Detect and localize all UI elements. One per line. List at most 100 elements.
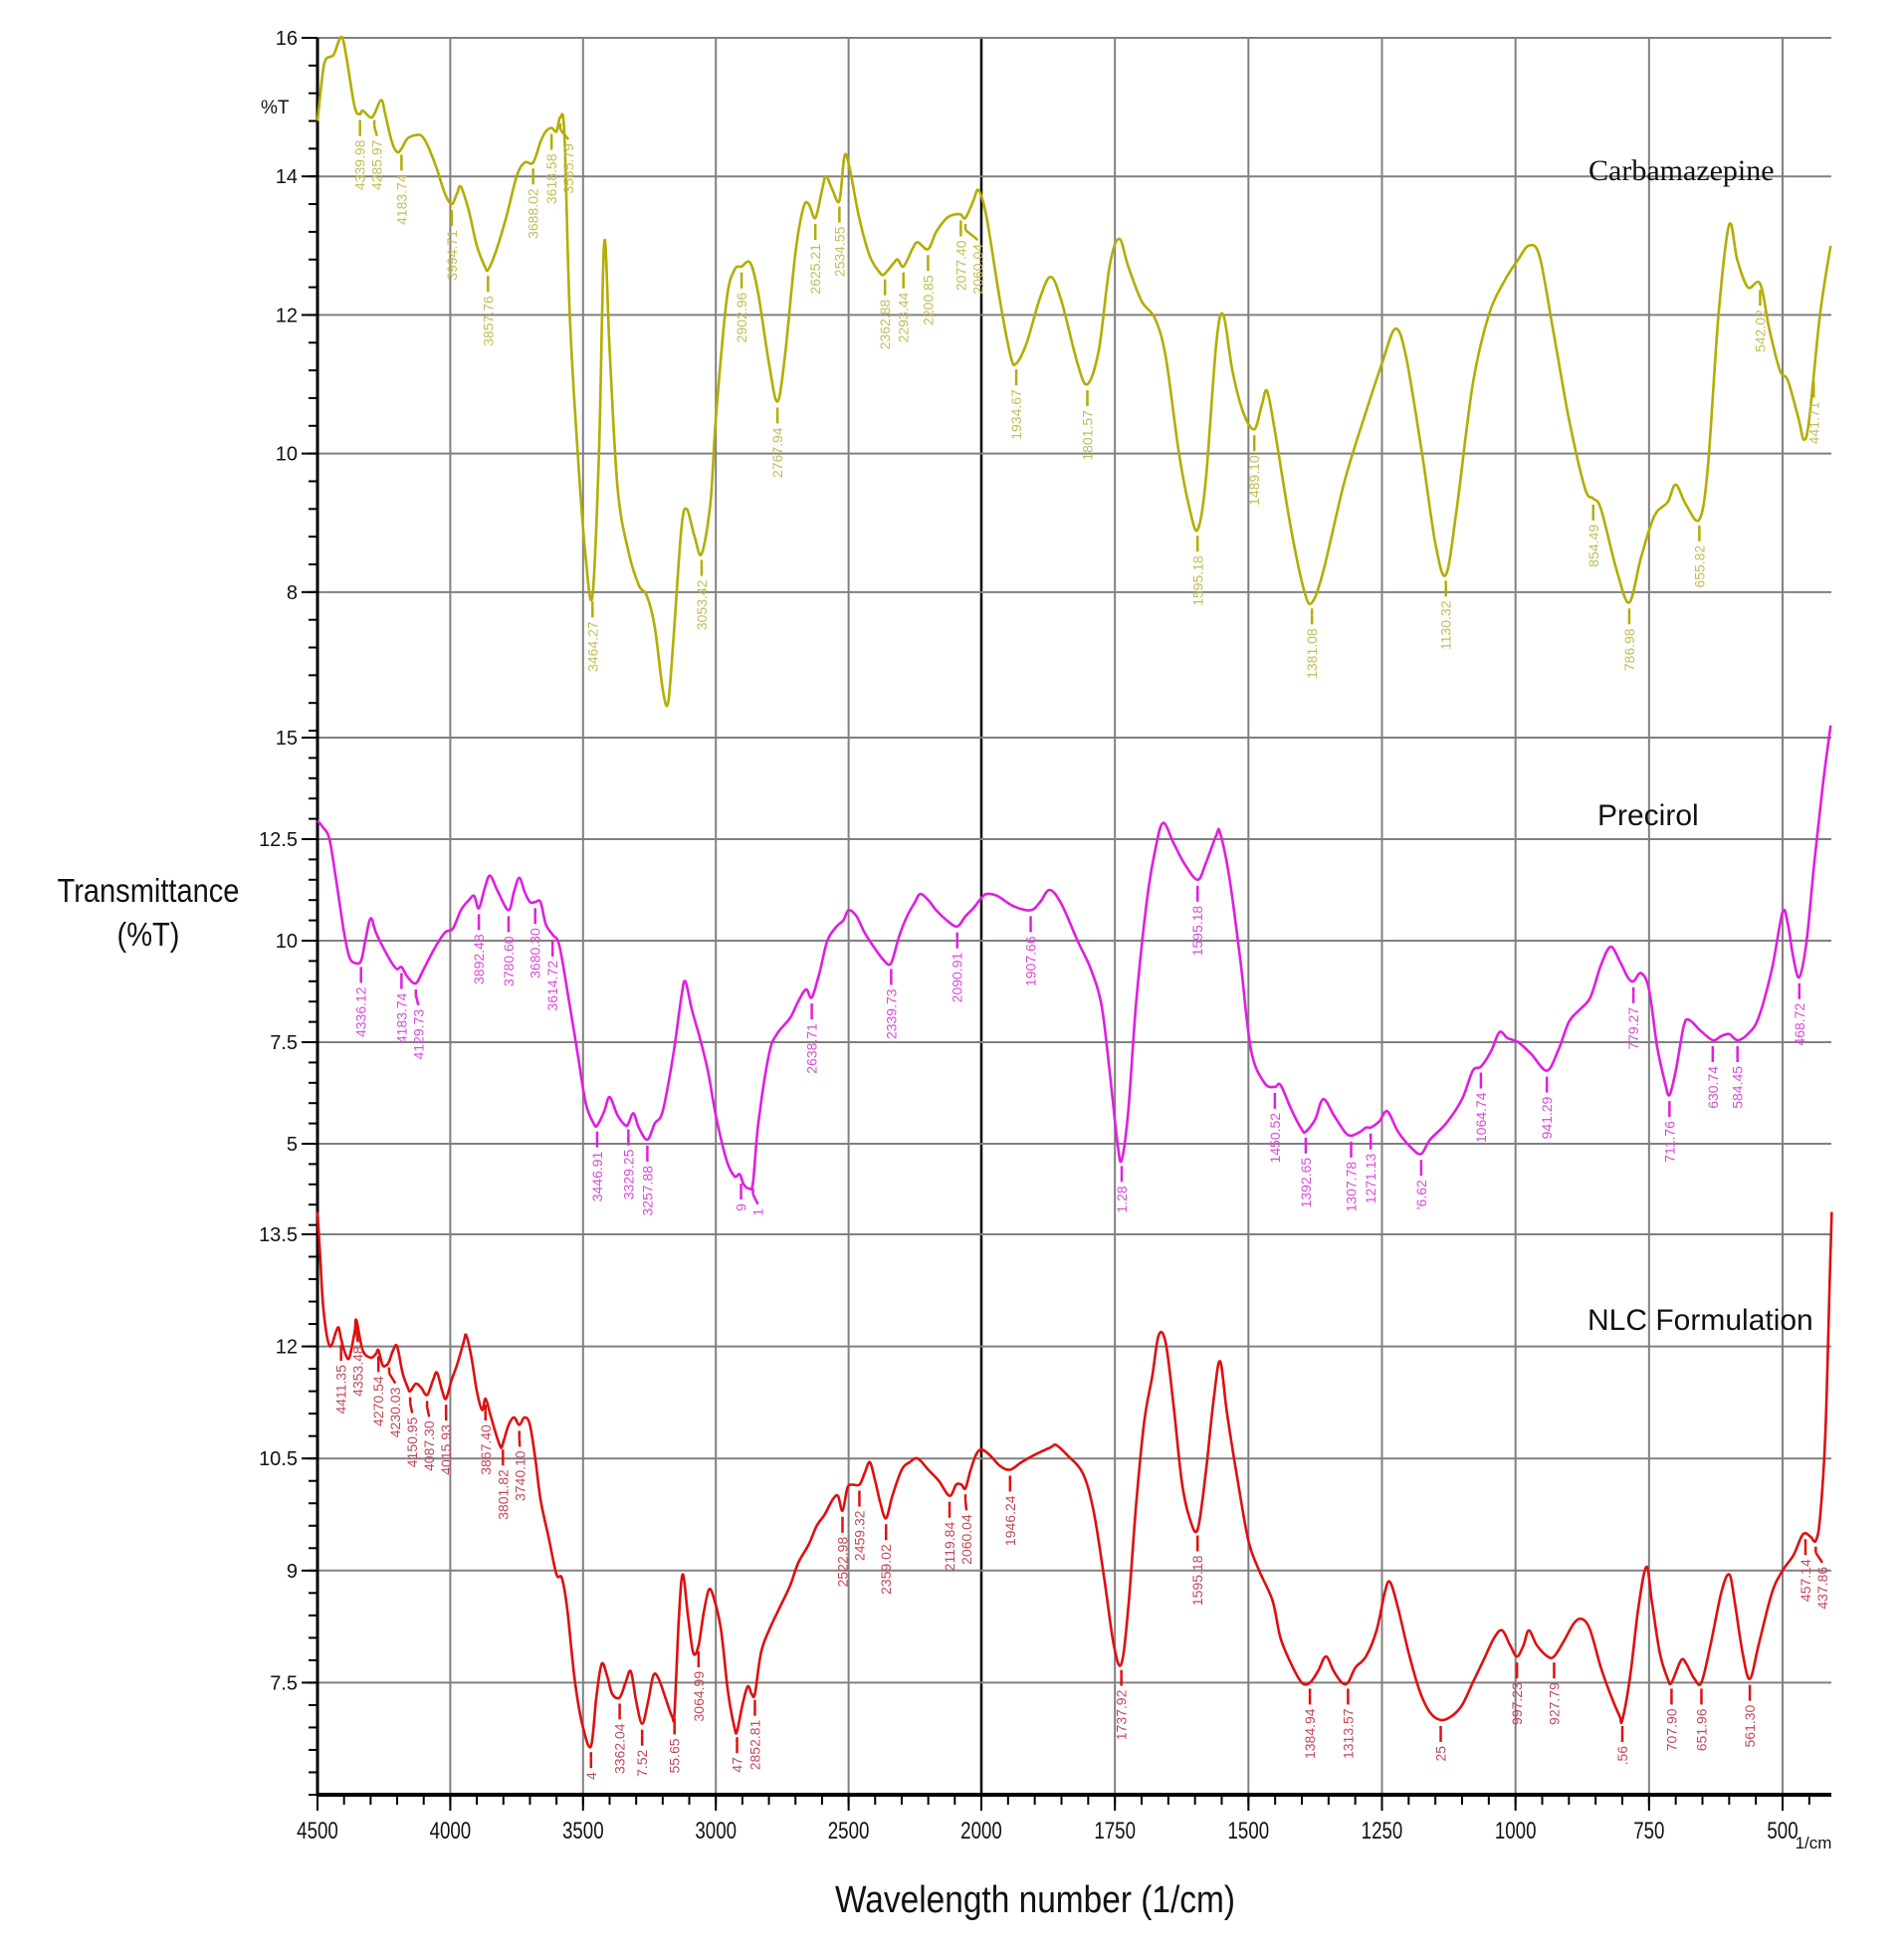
y-tick-label: 10 bbox=[276, 444, 298, 466]
y-tick-label: 7.5 bbox=[270, 1672, 298, 1694]
y-axis-title-line1: Transmittance bbox=[57, 872, 240, 909]
peak-marker-leader bbox=[751, 1194, 759, 1205]
peak-label: 2459.32 bbox=[851, 1510, 867, 1561]
series-line-precirol bbox=[316, 725, 1832, 1192]
peak-label: 3857.76 bbox=[480, 296, 496, 346]
y-tick-label: 8 bbox=[287, 582, 298, 604]
peak-label: 651.96 bbox=[1693, 1708, 1709, 1751]
x-tick-label: 750 bbox=[1633, 1818, 1664, 1845]
peak-label: 3892.48 bbox=[471, 934, 487, 984]
peak-label: 2060.04 bbox=[958, 1514, 974, 1565]
y-tick-label: 13.5 bbox=[259, 1224, 298, 1246]
y-tick-label: 7.5 bbox=[270, 1032, 298, 1054]
y-tick-label: 12 bbox=[276, 1337, 298, 1359]
y-tick-label: 9 bbox=[287, 1561, 298, 1583]
peak-label: 4411.35 bbox=[333, 1365, 349, 1414]
peak-label: 47 bbox=[730, 1757, 745, 1773]
peak-label: 2534.55 bbox=[831, 226, 847, 277]
peak-label: 3994.71 bbox=[444, 230, 460, 281]
peak-label: 441.71 bbox=[1805, 401, 1821, 444]
peak-label: 2060.04 bbox=[969, 244, 985, 295]
peak-label: 1.28 bbox=[1114, 1186, 1130, 1212]
peak-label: 2339.73 bbox=[883, 988, 899, 1039]
peak-label: 707.90 bbox=[1663, 1708, 1679, 1751]
peak-label: 1801.57 bbox=[1079, 410, 1095, 461]
peak-label: 3740.10 bbox=[512, 1450, 528, 1501]
peak-labels: 4339.98 4285.97 4183.74 3994.71 3857.76 3688.… bbox=[333, 119, 1830, 1780]
y-tick-label: 5 bbox=[287, 1134, 298, 1156]
peak-label: 1307.78 bbox=[1343, 1162, 1359, 1212]
y-tick-label: 12 bbox=[276, 305, 298, 326]
x-tick-label: 1250 bbox=[1362, 1818, 1403, 1845]
series-line-nlc-formulation bbox=[316, 1211, 1833, 1749]
peak-marker-leader bbox=[387, 1372, 397, 1385]
peak-label: 2077.40 bbox=[952, 240, 968, 291]
peak-label: 1271.13 bbox=[1363, 1153, 1378, 1203]
peak-label: 3464.27 bbox=[584, 621, 600, 672]
y-tick-label: 10.5 bbox=[259, 1448, 298, 1470]
peak-label: 3801.82 bbox=[495, 1469, 511, 1520]
y-tick-label: 12.5 bbox=[259, 829, 298, 851]
peak-label: 1907.66 bbox=[1023, 936, 1039, 986]
x-tick-label: 3500 bbox=[562, 1818, 604, 1845]
peak-label: 1313.57 bbox=[1340, 1708, 1356, 1759]
y-unit-label: %T bbox=[261, 98, 290, 118]
peak-label: 4150.95 bbox=[404, 1416, 420, 1467]
axes: 16 14 12 10 8 %T 15 12.5 10 7.5 5 13.5 12 10.5 9 7.5 450… bbox=[259, 28, 1831, 1852]
peak-label: 1595.18 bbox=[1189, 1555, 1205, 1606]
legend-precirol: Precirol bbox=[1597, 799, 1699, 832]
peak-marker-leader bbox=[425, 1407, 431, 1417]
peak-label: 4270.54 bbox=[370, 1376, 386, 1426]
peak-label: 1595.18 bbox=[1189, 906, 1205, 957]
peak-label: 457.14 bbox=[1798, 1559, 1813, 1602]
y-tick-label: 15 bbox=[276, 728, 298, 750]
peak-label: 3688.02 bbox=[526, 188, 541, 239]
peak-label: 1384.94 bbox=[1302, 1708, 1318, 1759]
peak-label: 2638.71 bbox=[804, 1023, 820, 1074]
peak-label: 3585.79 bbox=[560, 143, 576, 194]
peak-label: 927.79 bbox=[1546, 1682, 1562, 1725]
peak-marker-leader bbox=[1814, 1552, 1824, 1564]
peak-label: 7.52 bbox=[634, 1749, 650, 1776]
peak-label: 542.02 bbox=[1752, 310, 1768, 352]
peak-label: 1489.10 bbox=[1246, 455, 1262, 506]
peak-label: 786.98 bbox=[1621, 628, 1637, 671]
y-axis-title-line2: (%T) bbox=[116, 916, 180, 953]
x-axis-title: Wavelength number (1/cm) bbox=[834, 1879, 1236, 1921]
peak-label: 2200.85 bbox=[920, 275, 936, 326]
peak-label: 2293.44 bbox=[896, 292, 912, 342]
peak-label: 4230.03 bbox=[387, 1387, 403, 1437]
peak-label: '6.62 bbox=[1413, 1180, 1429, 1209]
legend-carbamazepine: Carbamazepine bbox=[1588, 154, 1775, 187]
peak-label: 584.45 bbox=[1730, 1066, 1746, 1109]
peak-label: 2902.96 bbox=[734, 292, 749, 342]
y-tick-label: 14 bbox=[276, 166, 298, 188]
peak-label: 1392.65 bbox=[1298, 1158, 1314, 1208]
peak-marker-leader bbox=[408, 1403, 414, 1413]
peak-label: 1450.52 bbox=[1267, 1113, 1283, 1164]
peak-label: 2767.94 bbox=[769, 427, 785, 478]
y-tick-label: 10 bbox=[276, 931, 298, 953]
peak-label: 3780.60 bbox=[501, 936, 517, 986]
series-line-carbamazepine bbox=[316, 35, 1832, 708]
peak-label: 2522.98 bbox=[834, 1537, 850, 1588]
peak-marker-leader bbox=[518, 1436, 522, 1447]
peak-label: 854.49 bbox=[1586, 525, 1601, 567]
peak-label: 4339.98 bbox=[352, 139, 368, 190]
peak-label: 3618.58 bbox=[543, 153, 559, 204]
peak-label: 1130.32 bbox=[1438, 600, 1454, 650]
peak-label: 4353.48 bbox=[350, 1346, 366, 1397]
x-tick-label: 4500 bbox=[297, 1818, 338, 1845]
peak-label: 25 bbox=[1433, 1746, 1449, 1762]
peak-label: 1946.24 bbox=[1002, 1495, 1018, 1546]
peak-label: 4015.93 bbox=[438, 1424, 454, 1475]
y-tick-label: 16 bbox=[276, 28, 298, 50]
peak-label: 1381.08 bbox=[1304, 628, 1320, 679]
peak-label: 4183.74 bbox=[393, 992, 409, 1043]
peak-label: 468.72 bbox=[1792, 1003, 1807, 1046]
peak-label: 2119.84 bbox=[942, 1522, 957, 1572]
x-tick-label: 500 bbox=[1767, 1818, 1798, 1845]
x-tick-label: 1000 bbox=[1495, 1818, 1537, 1845]
x-unit-label: 1/cm bbox=[1796, 1834, 1832, 1852]
